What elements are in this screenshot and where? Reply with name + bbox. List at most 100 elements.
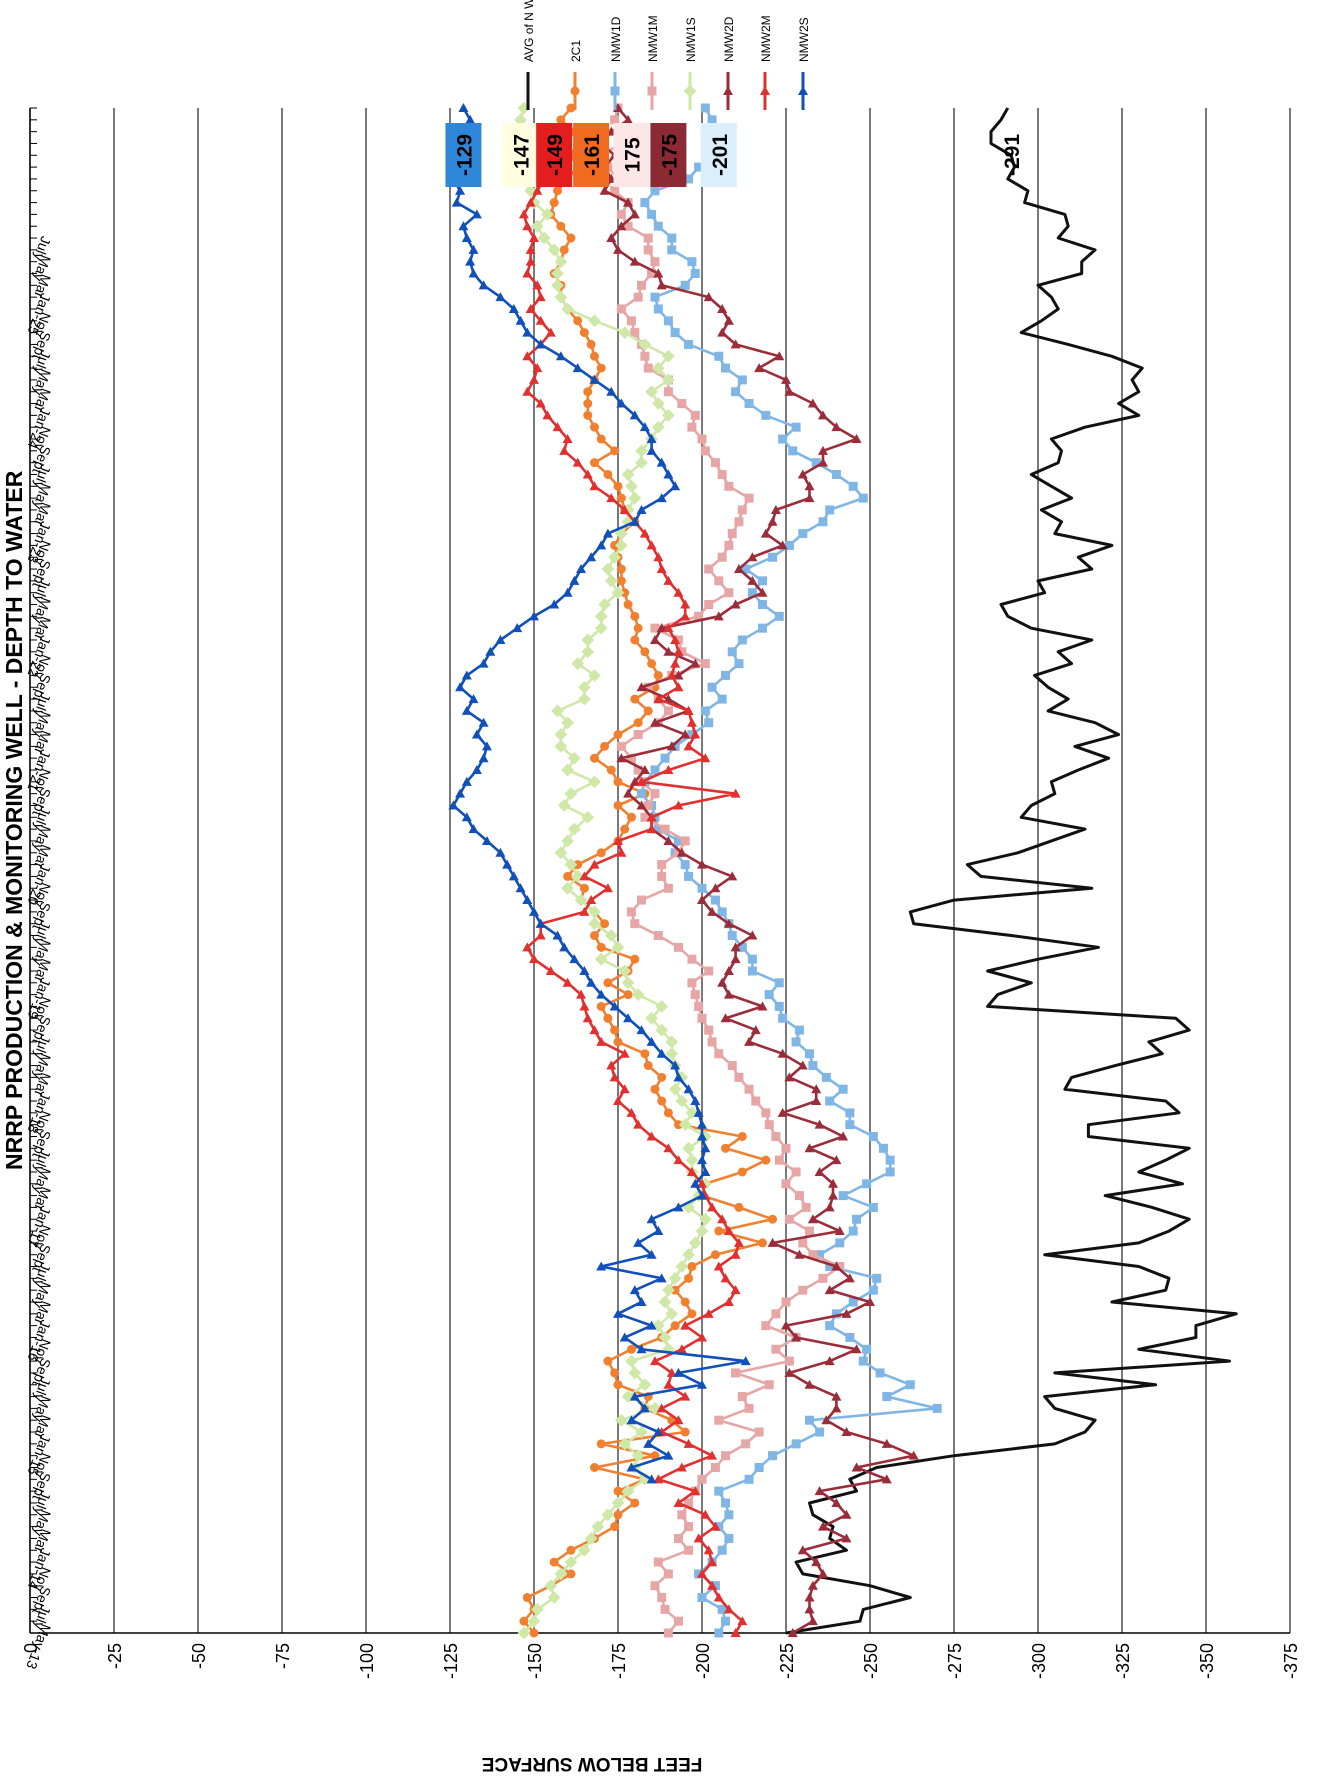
data-point (805, 1226, 815, 1236)
data-point (636, 1344, 647, 1354)
data-point (686, 717, 697, 727)
data-point (683, 741, 694, 751)
data-point (680, 836, 690, 846)
data-point (721, 1498, 731, 1508)
data-point (717, 1214, 728, 1224)
x-tick-label: Mar (31, 1527, 54, 1555)
data-point (777, 540, 788, 550)
y-tick-label: -325 (1113, 1643, 1133, 1679)
data-point (858, 493, 868, 503)
data-point (529, 611, 539, 621)
data-point (650, 789, 660, 799)
data-point (737, 1616, 748, 1626)
data-point (713, 1261, 724, 1271)
x-tick-label: Mar (31, 957, 54, 985)
legend-item: 2C1 (569, 40, 583, 110)
legend-label: AVG of N Wells (522, 0, 536, 62)
data-point (471, 729, 482, 739)
data-point (670, 328, 680, 338)
data-point (653, 670, 663, 680)
data-point (737, 1392, 747, 1402)
data-point (700, 103, 710, 113)
data-point (646, 812, 657, 822)
y-tick-label: -350 (1197, 1643, 1217, 1679)
data-point (723, 315, 734, 325)
data-point (553, 186, 563, 196)
data-point (461, 670, 472, 680)
data-point (724, 540, 734, 550)
data-point (801, 1202, 811, 1212)
data-point (646, 540, 657, 550)
data-point (610, 1025, 620, 1035)
chart-title: NRRP PRODUCTION & MONITORING WELL - DEPT… (1, 470, 27, 1170)
data-point (663, 1108, 673, 1118)
data-point (680, 1320, 691, 1330)
end-label-box (700, 123, 737, 187)
data-point (653, 1557, 663, 1567)
data-point (542, 410, 553, 420)
data-point (647, 209, 657, 219)
data-point (703, 292, 714, 302)
data-point (643, 682, 653, 692)
data-point (831, 1155, 842, 1165)
data-point (532, 280, 543, 290)
data-point (693, 1533, 704, 1543)
data-point (777, 1107, 788, 1117)
data-point (639, 765, 650, 775)
data-point (596, 848, 606, 858)
data-point (767, 516, 778, 526)
data-point (817, 410, 828, 420)
data-point (660, 1604, 670, 1614)
data-point (478, 280, 489, 290)
data-point (508, 871, 519, 881)
data-point (694, 1569, 704, 1579)
data-point (724, 481, 734, 491)
y-tick-labels: 0 -25 -50 -75 -100 -125 -150 -175 -200 -225 -250 -2… (21, 1643, 1301, 1679)
data-point (841, 1427, 852, 1437)
data-point (663, 883, 673, 893)
data-point (757, 576, 767, 586)
data-point (868, 1131, 878, 1141)
data-point (647, 269, 657, 279)
data-point (640, 812, 650, 822)
data-point (697, 1190, 707, 1200)
data-point (817, 445, 828, 455)
data-point (512, 623, 523, 633)
data-point (723, 1296, 734, 1306)
data-point (653, 1427, 664, 1437)
y-tick-label: -375 (1281, 1643, 1301, 1679)
data-point (569, 575, 580, 585)
data-point (636, 1296, 647, 1306)
data-point (603, 469, 613, 479)
data-point (616, 209, 626, 219)
data-point (646, 1214, 657, 1224)
data-point (650, 765, 660, 775)
data-point (747, 575, 758, 585)
data-point (721, 670, 731, 680)
data-point (697, 1131, 707, 1141)
data-point (851, 434, 862, 444)
data-point (848, 1226, 858, 1236)
data-point (532, 185, 543, 195)
data-point (623, 788, 634, 798)
data-point (808, 1250, 818, 1260)
data-point (646, 1036, 657, 1046)
data-point (851, 1462, 862, 1472)
data-point (636, 800, 647, 810)
data-point (640, 351, 650, 361)
data-point (529, 1628, 539, 1638)
data-point (667, 245, 677, 255)
data-point (549, 1557, 559, 1567)
data-point (629, 1285, 640, 1295)
data-point (825, 1096, 835, 1106)
data-point (603, 978, 613, 988)
data-point (687, 978, 697, 988)
data-point (596, 989, 607, 999)
data-point (794, 1191, 804, 1201)
series-line (522, 107, 774, 1634)
data-point (673, 1616, 683, 1626)
y-tick-label: -275 (945, 1643, 965, 1679)
data-point (767, 1237, 778, 1247)
data-point (616, 398, 627, 408)
data-point (616, 493, 626, 503)
